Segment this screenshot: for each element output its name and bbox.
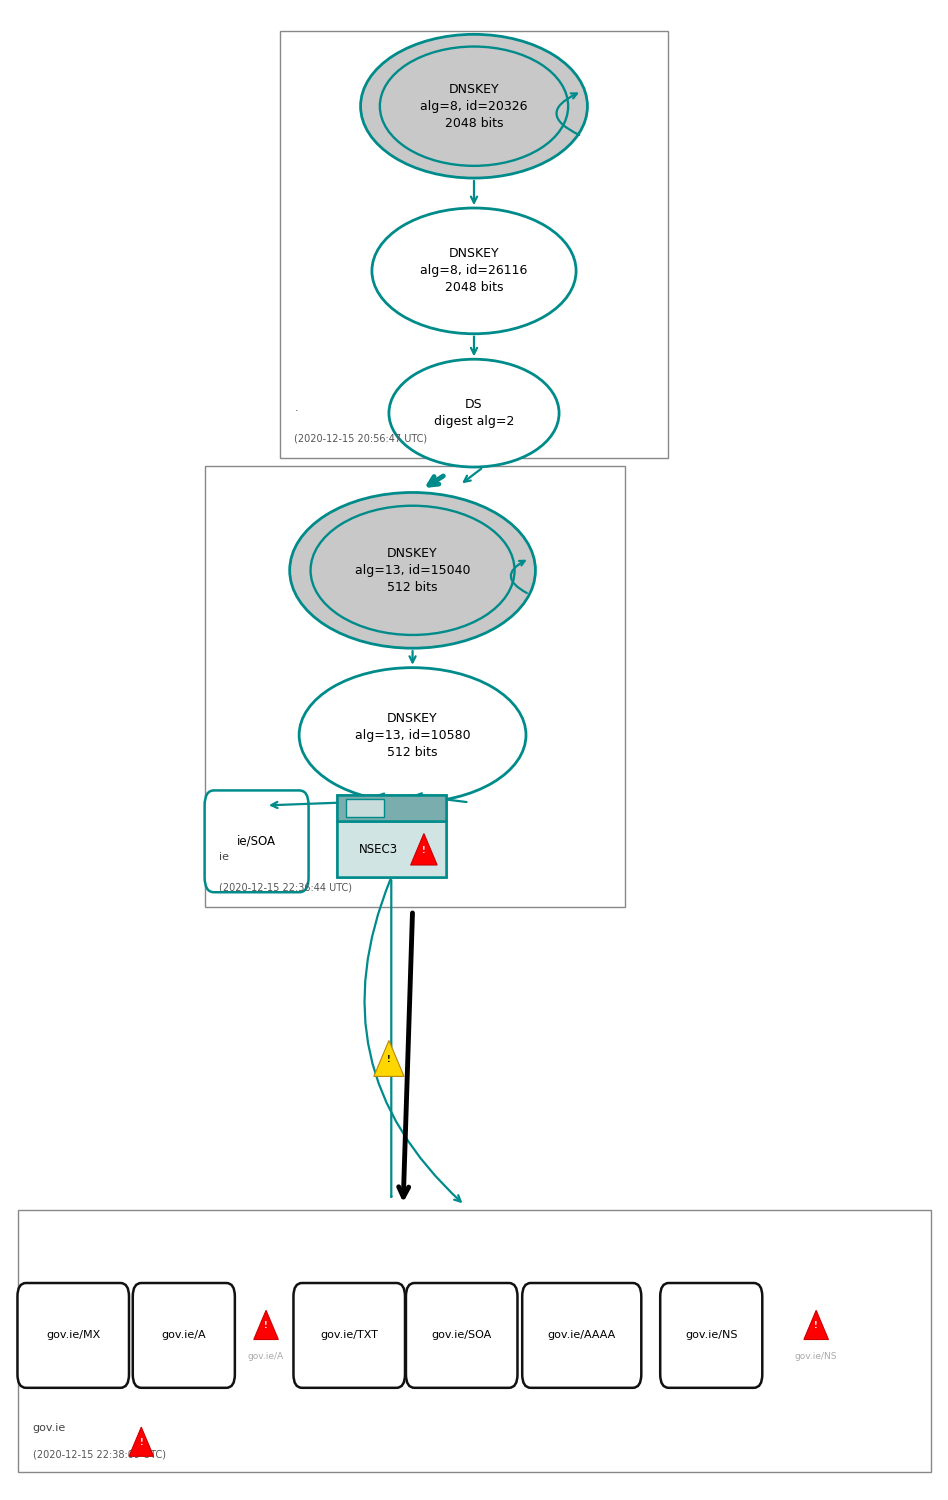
Text: gov.ie/NS: gov.ie/NS — [685, 1330, 738, 1341]
Text: !: ! — [264, 1322, 268, 1330]
Text: !: ! — [814, 1322, 818, 1330]
FancyBboxPatch shape — [406, 1282, 518, 1388]
Text: (2020-12-15 20:56:47 UTC): (2020-12-15 20:56:47 UTC) — [295, 433, 428, 442]
Bar — [337, 822, 446, 878]
Text: gov.ie/TXT: gov.ie/TXT — [320, 1330, 378, 1341]
Ellipse shape — [372, 209, 576, 334]
Polygon shape — [374, 1041, 404, 1077]
Text: DS
digest alg=2: DS digest alg=2 — [434, 398, 514, 427]
Text: gov.ie/MX: gov.ie/MX — [46, 1330, 100, 1341]
Text: ie/SOA: ie/SOA — [237, 836, 276, 848]
FancyBboxPatch shape — [17, 1282, 129, 1388]
Ellipse shape — [360, 34, 588, 178]
Text: !: ! — [139, 1438, 143, 1448]
Text: (2020-12-15 22:36:44 UTC): (2020-12-15 22:36:44 UTC) — [219, 882, 352, 892]
Bar — [205, 465, 626, 908]
Ellipse shape — [290, 492, 536, 648]
Text: NSEC3: NSEC3 — [358, 843, 398, 856]
Text: ie: ie — [219, 852, 228, 862]
Text: DNSKEY
alg=8, id=26116
2048 bits: DNSKEY alg=8, id=26116 2048 bits — [420, 248, 528, 294]
Text: .: . — [295, 404, 298, 412]
Bar — [346, 800, 384, 818]
Text: DNSKEY
alg=13, id=10580
512 bits: DNSKEY alg=13, id=10580 512 bits — [355, 711, 470, 759]
Text: gov.ie/AAAA: gov.ie/AAAA — [548, 1330, 616, 1341]
Bar — [337, 795, 446, 822]
Text: !: ! — [422, 846, 426, 855]
Text: gov.ie/A: gov.ie/A — [248, 1352, 284, 1360]
Text: gov.ie/SOA: gov.ie/SOA — [431, 1330, 492, 1341]
Text: gov.ie/A: gov.ie/A — [161, 1330, 206, 1341]
Text: DNSKEY
alg=13, id=15040
512 bits: DNSKEY alg=13, id=15040 512 bits — [355, 548, 470, 594]
Bar — [18, 1209, 931, 1472]
Text: gov.ie/NS: gov.ie/NS — [795, 1352, 837, 1360]
Ellipse shape — [311, 506, 515, 634]
Text: !: ! — [387, 1054, 391, 1064]
Bar — [281, 32, 667, 457]
Polygon shape — [804, 1311, 829, 1340]
FancyBboxPatch shape — [660, 1282, 762, 1388]
Text: gov.ie: gov.ie — [32, 1422, 65, 1432]
Polygon shape — [410, 834, 437, 866]
FancyBboxPatch shape — [205, 790, 309, 892]
Ellipse shape — [389, 358, 559, 466]
Polygon shape — [129, 1426, 154, 1456]
FancyBboxPatch shape — [522, 1282, 641, 1388]
FancyBboxPatch shape — [133, 1282, 235, 1388]
Polygon shape — [254, 1311, 279, 1340]
Bar — [337, 795, 446, 877]
Text: DNSKEY
alg=8, id=20326
2048 bits: DNSKEY alg=8, id=20326 2048 bits — [420, 82, 528, 129]
Ellipse shape — [300, 668, 526, 802]
Text: (2020-12-15 22:38:09 UTC): (2020-12-15 22:38:09 UTC) — [32, 1449, 166, 1460]
Ellipse shape — [380, 46, 568, 166]
FancyBboxPatch shape — [294, 1282, 405, 1388]
